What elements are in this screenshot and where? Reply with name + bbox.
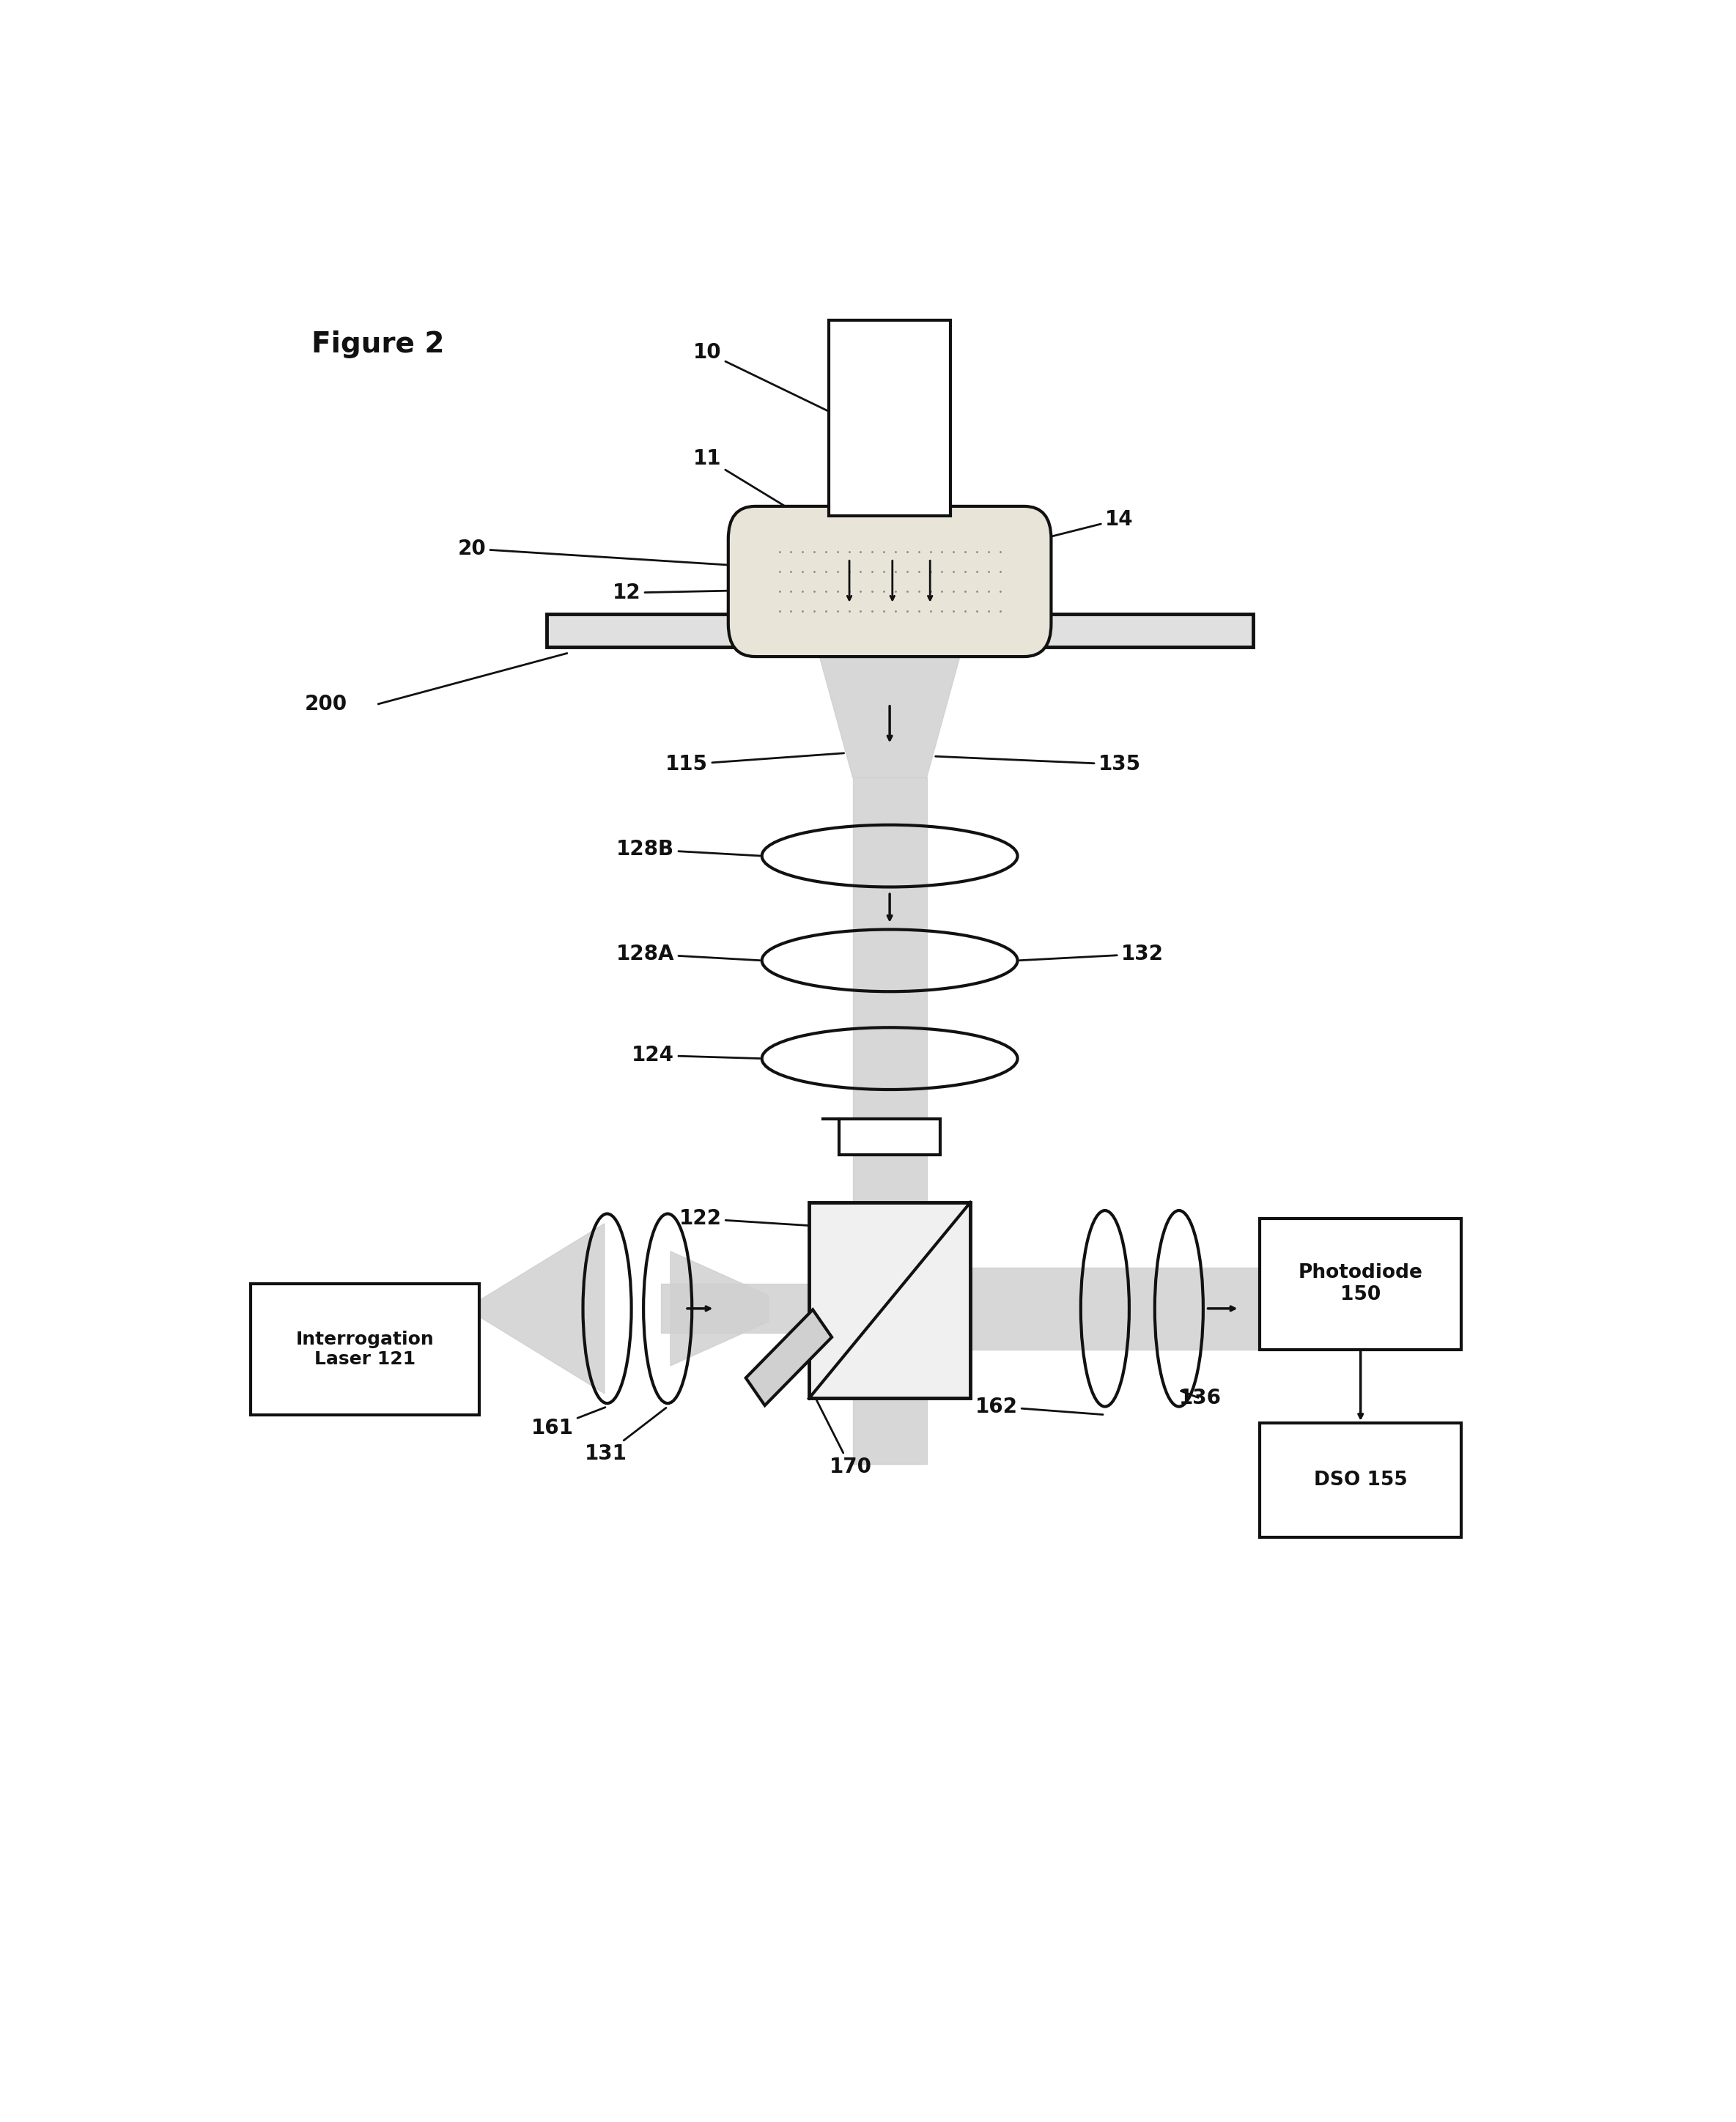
Text: 162: 162 xyxy=(976,1396,1102,1417)
Polygon shape xyxy=(746,1309,832,1405)
FancyBboxPatch shape xyxy=(729,507,1050,656)
Text: 20: 20 xyxy=(458,539,779,569)
Text: 10: 10 xyxy=(693,342,840,418)
Text: 11: 11 xyxy=(693,448,887,569)
Text: 122: 122 xyxy=(679,1207,826,1229)
Bar xyxy=(250,1284,479,1415)
Text: 12: 12 xyxy=(613,584,779,603)
Polygon shape xyxy=(479,1224,604,1394)
Text: 170: 170 xyxy=(816,1401,871,1477)
Polygon shape xyxy=(852,777,927,1464)
Bar xyxy=(547,613,1253,647)
Text: 128B: 128B xyxy=(616,838,760,859)
Bar xyxy=(1260,1424,1462,1536)
Text: 135: 135 xyxy=(936,753,1141,775)
Polygon shape xyxy=(812,630,967,777)
Bar xyxy=(871,516,908,611)
Text: 115: 115 xyxy=(665,753,844,775)
Bar xyxy=(830,320,950,516)
Text: 161: 161 xyxy=(531,1407,606,1439)
Text: 136: 136 xyxy=(1179,1388,1222,1409)
Text: 200: 200 xyxy=(304,694,347,715)
Text: 14: 14 xyxy=(972,509,1134,556)
Text: Interrogation
Laser 121: Interrogation Laser 121 xyxy=(295,1330,434,1369)
Bar xyxy=(1260,1218,1462,1350)
Text: 124: 124 xyxy=(632,1044,760,1065)
Text: DSO 155: DSO 155 xyxy=(1314,1471,1408,1490)
Bar xyxy=(838,1118,941,1154)
Text: Figure 2: Figure 2 xyxy=(311,331,444,359)
Text: 128A: 128A xyxy=(616,944,760,963)
Text: Photodiode
150: Photodiode 150 xyxy=(1299,1263,1424,1305)
Polygon shape xyxy=(670,1252,769,1367)
Text: 131: 131 xyxy=(585,1407,667,1464)
Text: 132: 132 xyxy=(1019,944,1163,963)
Bar xyxy=(809,1203,970,1398)
